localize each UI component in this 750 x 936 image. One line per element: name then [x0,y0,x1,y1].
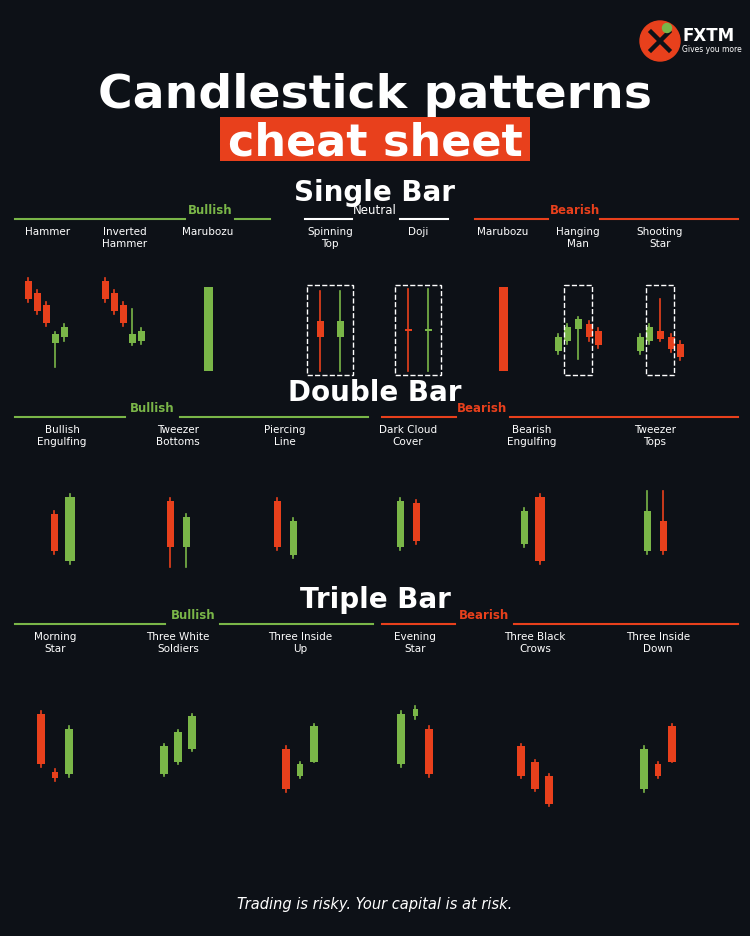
Bar [316,322,323,338]
Text: Inverted
Hammer: Inverted Hammer [103,227,148,248]
Bar [52,335,58,344]
Text: Triple Bar: Triple Bar [299,585,451,613]
Text: Marubozu: Marubozu [182,227,234,237]
Bar [535,497,545,562]
Bar [424,329,431,331]
FancyBboxPatch shape [220,118,530,162]
Bar [574,320,581,328]
Text: Bearish: Bearish [550,204,600,217]
Text: Evening
Star: Evening Star [394,631,436,653]
Text: Spinning
Top: Spinning Top [308,227,352,248]
Text: Tweezer
Tops: Tweezer Tops [634,425,676,446]
Text: Hanging
Man: Hanging Man [556,227,600,248]
Bar [182,518,190,548]
Bar [119,306,127,324]
Bar [282,749,290,789]
Bar [128,335,136,344]
Bar [668,338,674,350]
Bar [174,732,182,762]
Bar [290,521,296,555]
Text: Tweezer
Bottoms: Tweezer Bottoms [156,425,200,446]
Bar [395,285,441,375]
Bar [310,726,318,762]
Circle shape [640,22,680,62]
Bar [101,282,109,300]
Text: Bearish
Engulfing: Bearish Engulfing [507,425,556,446]
Text: Bearish: Bearish [459,608,509,622]
Bar [425,729,433,774]
Circle shape [662,24,671,34]
Text: Doji: Doji [408,227,428,237]
Bar [659,521,667,551]
Text: Three White
Soldiers: Three White Soldiers [146,631,210,653]
Bar [520,511,527,545]
Bar [34,294,40,312]
Text: Shooting
Star: Shooting Star [637,227,683,248]
Bar [274,502,280,548]
Text: Dark Cloud
Cover: Dark Cloud Cover [379,425,437,446]
Text: Bullish
Engulfing: Bullish Engulfing [38,425,87,446]
Bar [166,502,173,548]
Text: Piercing
Line: Piercing Line [264,425,306,446]
Bar [397,502,404,548]
Bar [668,726,676,762]
Text: Single Bar: Single Bar [295,179,455,207]
Bar [50,515,58,551]
Text: FXTM: FXTM [682,27,734,45]
Bar [188,716,196,749]
Bar [203,287,212,372]
Bar [574,328,581,329]
Text: Marubozu: Marubozu [477,227,529,237]
Bar [413,504,419,541]
Text: Double Bar: Double Bar [288,378,462,406]
Bar [586,325,592,338]
Bar [531,762,539,789]
Bar [65,729,73,774]
Bar [545,776,553,804]
Text: Three Inside
Up: Three Inside Up [268,631,332,653]
Bar [397,714,405,764]
Text: Gives you more: Gives you more [682,46,742,54]
Bar [337,322,344,338]
Bar [307,285,353,375]
Bar [637,338,644,352]
Bar [655,764,661,776]
Bar [25,282,32,300]
Text: Bullish: Bullish [130,402,174,415]
Text: Morning
Star: Morning Star [34,631,76,653]
Bar [554,338,562,352]
Bar [564,285,592,375]
Bar [137,331,145,342]
Text: Bearish: Bearish [457,402,507,415]
Bar [43,306,50,324]
Bar [517,746,525,776]
Bar [640,749,648,789]
Text: Three Inside
Down: Three Inside Down [626,631,690,653]
Bar [297,764,303,776]
Text: Hammer: Hammer [26,227,70,237]
Text: cheat sheet: cheat sheet [228,122,522,165]
Bar [110,294,118,312]
Bar [646,328,652,342]
Text: Bullish: Bullish [188,204,232,217]
Text: Bullish: Bullish [171,608,215,622]
Text: Candlestick patterns: Candlestick patterns [98,72,652,117]
Bar [52,772,58,778]
Bar [676,344,683,358]
Bar [656,331,664,340]
Bar [499,287,508,372]
Bar [160,746,168,774]
Bar [595,331,602,345]
Text: Three Black
Crows: Three Black Crows [504,631,566,653]
Bar [413,709,418,716]
Bar [65,497,75,562]
Bar [644,511,650,551]
Text: Neutral: Neutral [353,204,397,217]
Bar [61,328,68,338]
Bar [37,714,45,764]
Bar [646,285,674,375]
Bar [563,328,571,342]
Bar [404,329,412,331]
Text: Trading is risky. Your capital is at risk.: Trading is risky. Your capital is at ris… [237,897,513,912]
